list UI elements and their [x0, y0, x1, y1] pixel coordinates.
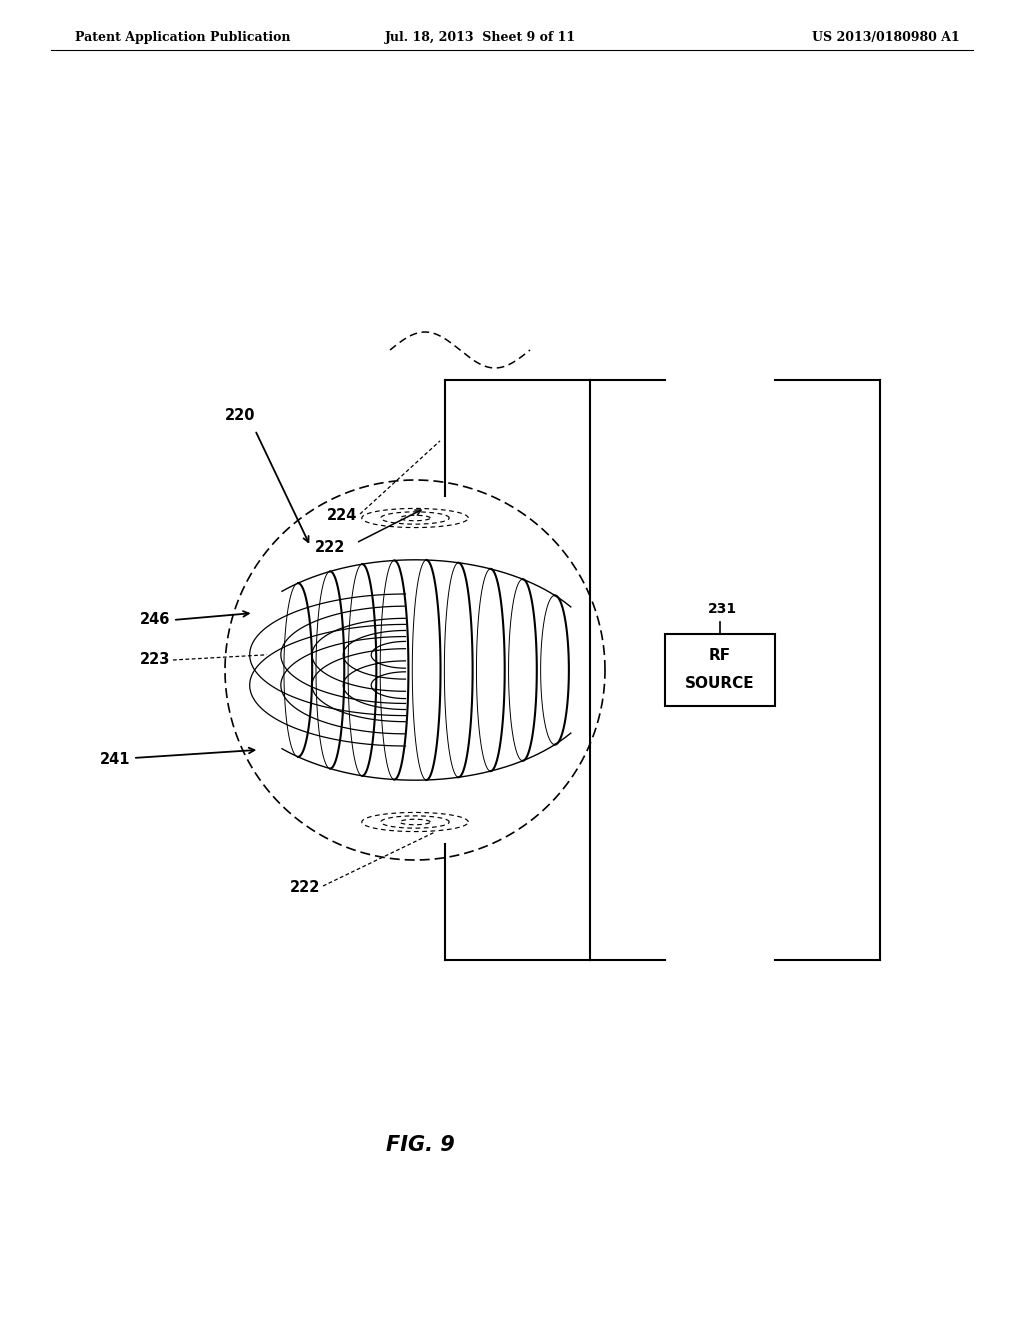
Text: FIG. 9: FIG. 9 — [386, 1135, 455, 1155]
Text: US 2013/0180980 A1: US 2013/0180980 A1 — [812, 30, 961, 44]
Text: 224: 224 — [327, 507, 357, 523]
Text: 241: 241 — [99, 752, 130, 767]
Text: 223: 223 — [139, 652, 170, 668]
Text: 220: 220 — [224, 408, 255, 422]
Text: 222: 222 — [290, 879, 319, 895]
Text: Patent Application Publication: Patent Application Publication — [75, 30, 291, 44]
FancyBboxPatch shape — [665, 634, 775, 706]
Text: 222: 222 — [314, 540, 345, 554]
Text: RF: RF — [709, 648, 731, 664]
Text: 231: 231 — [708, 602, 736, 616]
Text: 246: 246 — [139, 612, 170, 627]
Text: SOURCE: SOURCE — [685, 676, 755, 692]
Text: Jul. 18, 2013  Sheet 9 of 11: Jul. 18, 2013 Sheet 9 of 11 — [384, 30, 575, 44]
